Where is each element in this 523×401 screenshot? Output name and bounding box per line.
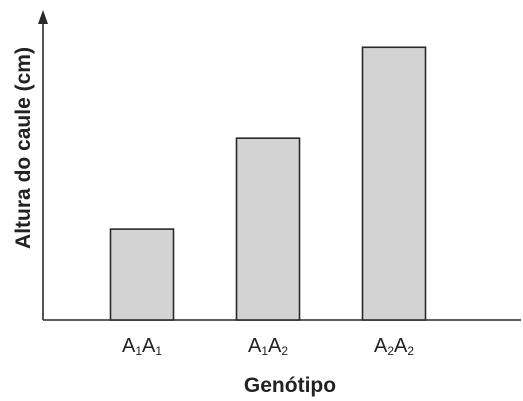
y-axis-title: Altura do caule (cm): [12, 47, 35, 249]
x-tick-label-1: A1A1: [122, 335, 162, 358]
x-tick-label-2: A1A2: [248, 335, 288, 358]
x-tick-label-3: A2A2: [374, 335, 414, 358]
bar-3: [361, 46, 427, 321]
bar-2: [235, 137, 301, 321]
y-axis-arrow-icon: [38, 10, 48, 24]
x-axis-title: Genótipo: [244, 374, 336, 397]
bar-1: [109, 228, 175, 321]
x-tick-labels: A1A1 A1A2 A2A2: [122, 335, 414, 358]
bars: [109, 46, 427, 321]
